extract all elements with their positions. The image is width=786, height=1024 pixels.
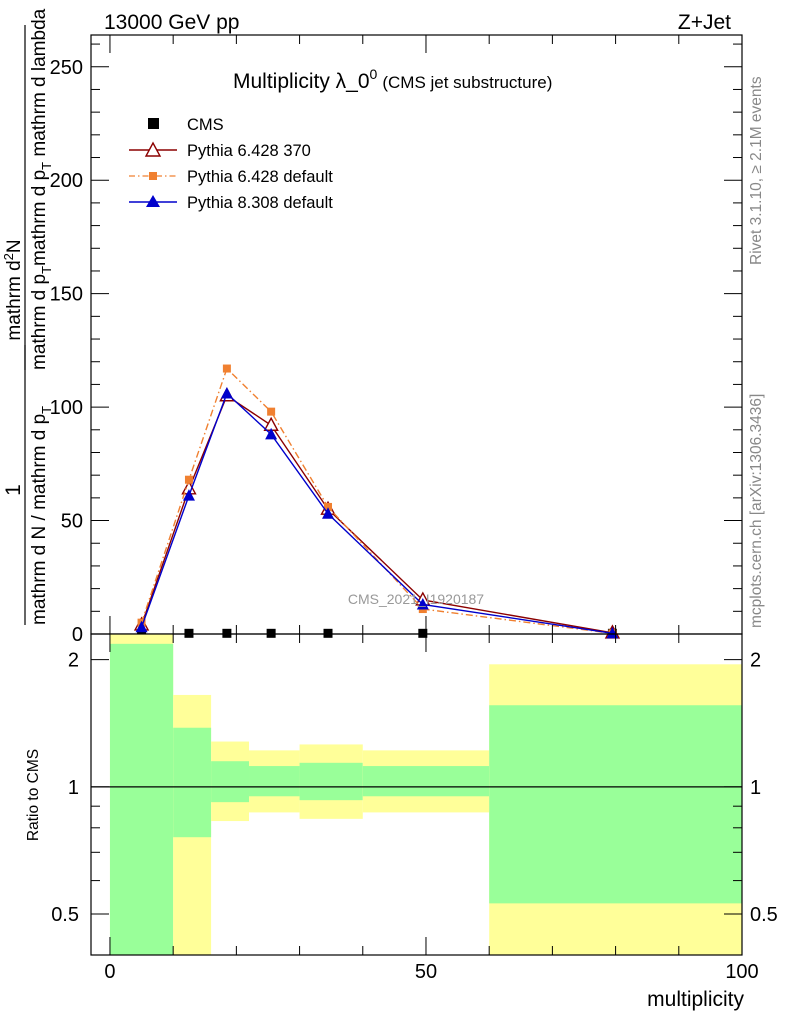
- main-y-tick-label-50: 50: [61, 511, 83, 533]
- x-axis-label: multiplicity: [647, 988, 744, 1011]
- data-point-pythia-8-308-default-0: [135, 620, 148, 633]
- data-point-cms-2: [222, 628, 232, 638]
- data-point-pythia-8-308-default-5: [416, 598, 429, 610]
- data-point-pythia-6-428-default-4: [324, 502, 333, 511]
- header-energy: 13000 GeV pp: [104, 11, 239, 34]
- x-tick-label-50: 50: [415, 961, 437, 983]
- main-y-tick-label-250: 250: [50, 57, 83, 79]
- analysis-watermark: CMS_2021_I1920187: [348, 591, 484, 607]
- ratio-y-tick-label-right-2: 2: [750, 650, 761, 672]
- main-y-tick-label-0: 0: [72, 624, 83, 646]
- ratio-y-tick-label-right-0.5: 0.5: [750, 904, 778, 926]
- data-point-cms-3: [266, 628, 276, 638]
- legend-marker-pythia6-default: [149, 172, 157, 180]
- data-point-pythia-8-308-default-2: [220, 386, 233, 399]
- legend-label-pythia8-default: Pythia 8.308 default: [187, 194, 333, 212]
- legend: CMS Pythia 6.428 370 Pythia 6.428 defaul…: [129, 116, 333, 212]
- ratio-y-tick-label-left-2: 2: [68, 650, 79, 672]
- rivet-version-label: Rivet 3.1.10, ≥ 2.1M events: [748, 76, 765, 265]
- legend-marker-pythia6-370: [144, 141, 162, 157]
- main-plot-panel: 0 50 100 150 200 250 Multiplicity λ_00 (CMS je…: [1, 8, 743, 646]
- legend-label-pythia6-default: Pythia 6.428 default: [187, 168, 333, 186]
- stat-band-bin-2: [211, 761, 250, 803]
- stat-band-bin-6: [489, 705, 742, 904]
- ylabel-diff-denominator: mathrm d pTmathrm d pT mathrm d lambda: [29, 8, 54, 370]
- stat-band-bin-3: [249, 766, 300, 797]
- legend-label-cms: CMS: [187, 116, 224, 134]
- legend-label-pythia6-370: Pythia 6.428 370: [187, 142, 311, 160]
- ylabel-diff-numerator: mathrm d2N: [1, 239, 25, 340]
- data-point-pythia-8-308-default-3: [265, 427, 278, 440]
- ratio-y-tick-label-left-1: 1: [68, 777, 79, 799]
- x-tick-label-0: 0: [104, 961, 115, 983]
- header-process: Z+Jet: [678, 11, 731, 34]
- stat-band-bin-4: [299, 762, 363, 801]
- ratio-y-axis-label: Ratio to CMS: [25, 749, 42, 841]
- data-point-pythia-8-308-default-1: [182, 489, 195, 501]
- data-point-cms-4: [323, 628, 333, 638]
- stat-band-bin-1: [173, 727, 212, 838]
- legend-marker-cms: [148, 118, 159, 129]
- chart-title: Multiplicity λ_00 (CMS jet substructure): [233, 66, 552, 93]
- ylabel-denominator: mathrm d N / mathrm d pT: [29, 406, 54, 625]
- ylabel-numerator: 1: [2, 484, 25, 496]
- ratio-plot-panel: 0.5 0.5 1 1 2 2 0 50 100 Ratio to CMS multiplici…: [25, 633, 778, 1011]
- data-point-cms-0: [137, 628, 147, 638]
- ratio-y-tick-label-right-1: 1: [750, 777, 761, 799]
- ratio-y-tick-label-left-0.5: 0.5: [51, 904, 79, 926]
- data-point-pythia-8-308-default-4: [322, 507, 335, 519]
- stat-band-bin-5: [362, 766, 490, 797]
- data-point-pythia-6-428-default-2: [222, 364, 231, 373]
- main-y-tick-label-150: 150: [50, 284, 83, 306]
- ratio-plot-frame: [90, 633, 743, 956]
- data-point-pythia-6-428-default-1: [184, 475, 193, 484]
- main-y-axis-label: 1 mathrm d N / mathrm d pT mathrm d2N ma…: [1, 8, 54, 625]
- data-point-cms-5: [418, 628, 428, 638]
- main-y-tick-label-200: 200: [50, 170, 83, 192]
- stat-band-bin-0: [109, 643, 174, 955]
- data-point-cms-1: [184, 628, 194, 638]
- data-point-pythia-6-428-default-3: [267, 407, 276, 416]
- legend-marker-pythia8-default: [146, 195, 160, 207]
- source-label: mcplots.cern.ch [arXiv:1306.3436]: [748, 394, 765, 628]
- x-tick-label-100: 100: [725, 961, 758, 983]
- main-y-tick-label-100: 100: [50, 397, 83, 419]
